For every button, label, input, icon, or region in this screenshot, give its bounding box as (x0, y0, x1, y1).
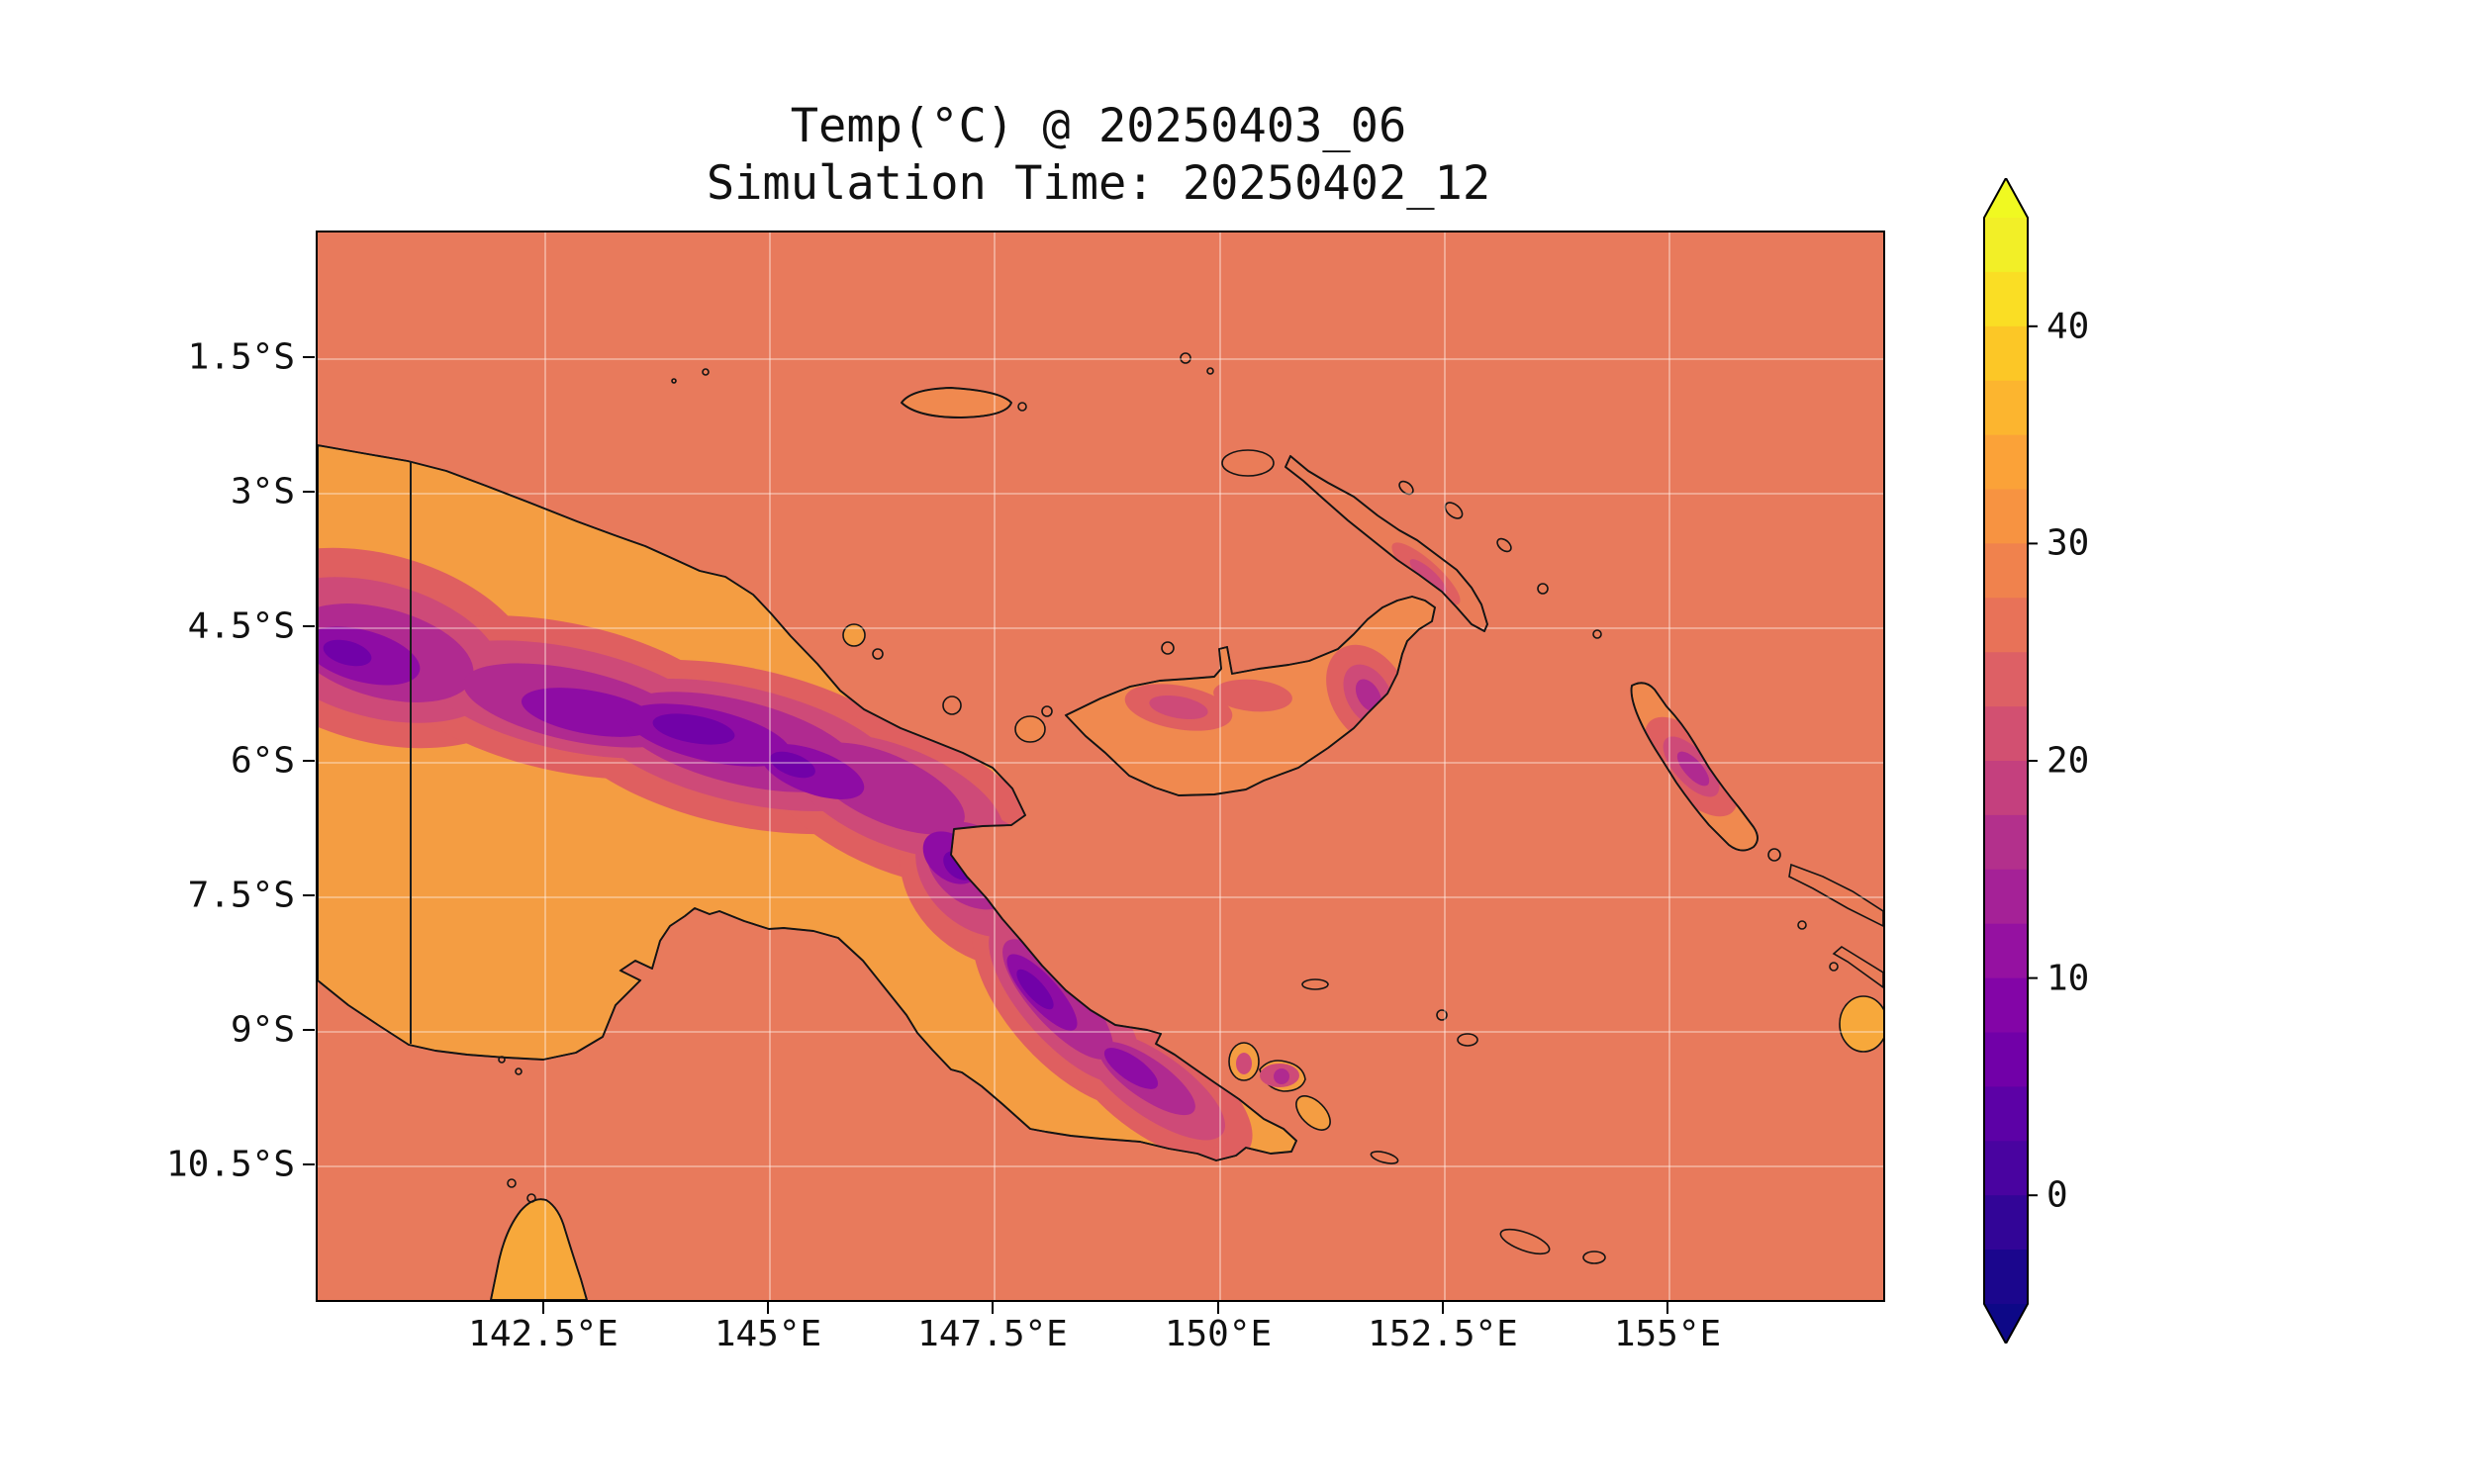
y-tick-label: 1.5°S (187, 336, 295, 378)
plot-subtitle: Simulation Time: 20250402_12 (706, 156, 1491, 211)
y-tick-label: 10.5°S (165, 1144, 295, 1185)
y-tick-mark (303, 760, 315, 762)
colorbar-ticks (2028, 325, 2038, 1197)
colorbar-tick-label: 0 (2046, 1174, 2068, 1216)
x-tick-label: 142.5°E (468, 1314, 618, 1354)
y-tick-label: 4.5°S (187, 605, 295, 647)
y-tick-label: 9°S (230, 1009, 295, 1051)
y-tick-label: 7.5°S (187, 875, 295, 916)
x-tick-mark (542, 1302, 544, 1314)
x-tick-mark (1217, 1302, 1219, 1314)
y-tick-mark (303, 894, 315, 896)
x-tick-mark (1442, 1302, 1444, 1314)
colorbar-under-arrow (1984, 1304, 2028, 1344)
colorbar-tick-label: 10 (2046, 958, 2090, 999)
y-tick-mark (303, 625, 315, 627)
map-plot-area (316, 231, 1885, 1302)
y-tick-mark (303, 356, 315, 358)
x-tick-mark (767, 1302, 769, 1314)
plot-title: Temp(°C) @ 20250403_06 (790, 99, 1407, 153)
y-tick-mark (303, 491, 315, 493)
colorbar-tick-label: 20 (2046, 740, 2090, 782)
x-tick-label: 155°E (1613, 1314, 1722, 1354)
y-tick-label: 3°S (230, 471, 295, 512)
island-cool-spots (1236, 1053, 1299, 1087)
x-tick-mark (1666, 1302, 1668, 1314)
colorbar-tick-label: 40 (2046, 306, 2090, 347)
gridlines (318, 232, 1883, 1300)
colorbar-tick-label: 30 (2046, 522, 2090, 564)
x-tick-label: 145°E (714, 1314, 822, 1354)
x-tick-label: 150°E (1164, 1314, 1273, 1354)
colorbar-over-arrow (1984, 178, 2028, 218)
y-tick-label: 6°S (230, 740, 295, 782)
colorbar (1983, 175, 2043, 1347)
x-tick-label: 152.5°E (1368, 1314, 1518, 1354)
small-islands (498, 352, 1883, 1264)
colorbar-svg (1983, 175, 2038, 1346)
temperature-map (318, 232, 1883, 1300)
y-tick-mark (303, 1029, 315, 1031)
y-tick-mark (303, 1163, 315, 1165)
x-tick-mark (992, 1302, 994, 1314)
colorbar-segments (1984, 218, 2028, 1305)
x-tick-label: 147.5°E (917, 1314, 1068, 1354)
